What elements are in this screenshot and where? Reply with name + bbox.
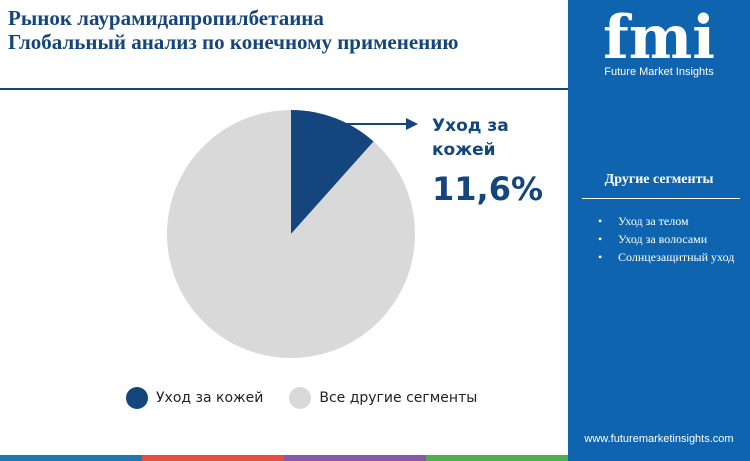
bottom-color-bar [0, 455, 568, 461]
callout-value: 11,6% [432, 170, 544, 208]
legend-item-other: Все другие сегменты [289, 387, 477, 409]
pie-slice-other [166, 110, 415, 358]
other-segments-title: Другие сегменты [604, 172, 714, 187]
fmi-logo-text: fmi [603, 6, 715, 64]
bottom-bar-purple [284, 455, 426, 461]
segment-item: Уход за телом [598, 212, 738, 230]
chart-title-line-2: Глобальный анализ по конечному применени… [8, 30, 459, 54]
chart-title-line-1: Рынок лаурамидапропилбетаина [8, 6, 324, 30]
fmi-logo: fmi [603, 6, 715, 64]
legend-swatch-other [289, 387, 312, 409]
legend-label-skincare: Уход за кожей [156, 390, 264, 406]
bottom-bar-green [426, 455, 568, 461]
segments-divider [582, 198, 740, 199]
pie-chart [166, 110, 418, 358]
sidebar: fmi Future Market Insights Другие сегмен… [568, 0, 750, 461]
chart-title: Рынок лаурамидапропилбетаина Глобальный … [8, 6, 568, 54]
callout-arrow [344, 118, 418, 130]
callout-label-line-1: Уход за [432, 116, 509, 136]
other-segments-list: Уход за телом Уход за волосами Солнцезащ… [598, 212, 738, 266]
legend: Уход за кожей Все другие сегменты [126, 387, 503, 409]
callout-label-line-2: кожей [432, 140, 496, 160]
legend-label-other: Все другие сегменты [319, 390, 478, 406]
bottom-bar-red [142, 455, 284, 461]
segment-item: Солнцезащитный уход [598, 248, 738, 266]
pie-slice-skincare [291, 110, 374, 234]
title-divider [0, 88, 568, 90]
logo-caption: Future Market Insights [604, 66, 714, 78]
callout-label: Уход за кожей [432, 114, 542, 162]
legend-item-skincare: Уход за кожей [126, 387, 263, 409]
bottom-bar-blue [0, 455, 142, 461]
segment-item: Уход за волосами [598, 230, 738, 248]
pie-slices [166, 110, 415, 358]
website-url: www.futuremarketinsights.com [584, 433, 734, 445]
legend-swatch-skincare [126, 387, 148, 409]
